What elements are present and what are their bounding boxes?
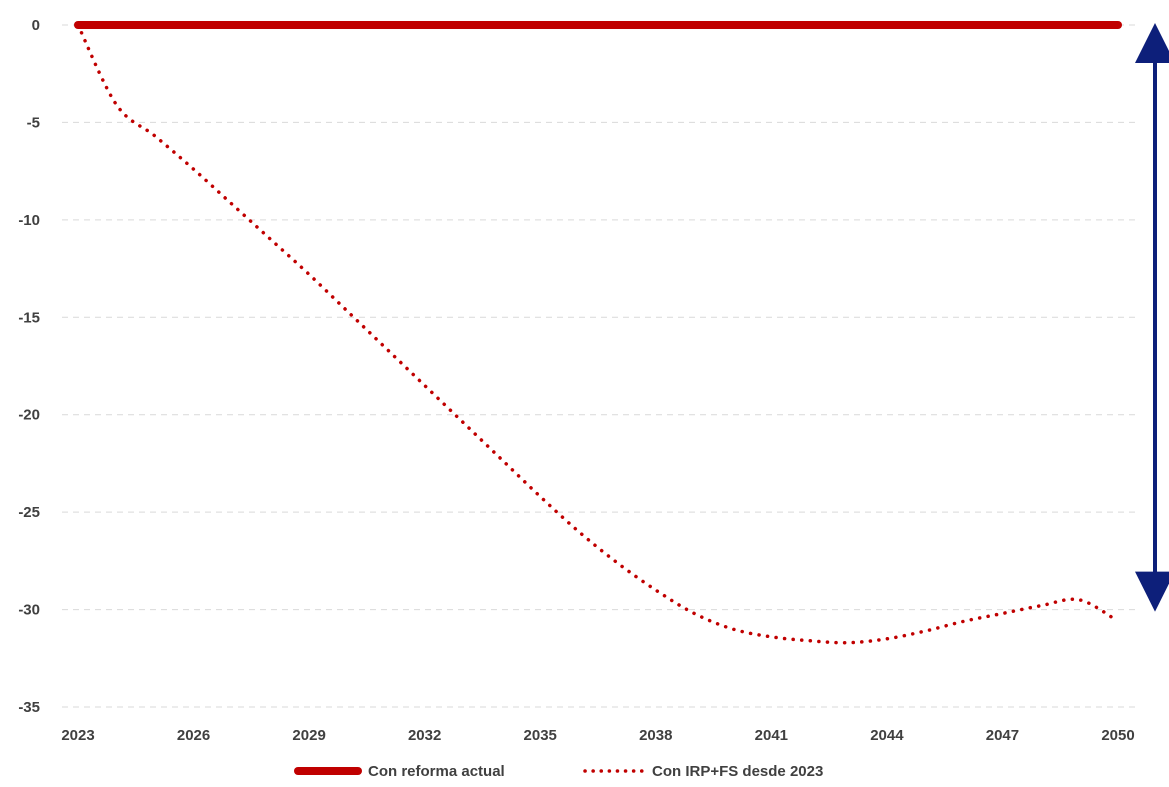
legend: Con reforma actual Con IRP+FS desde 2023 [294, 763, 823, 780]
x-axis-ticks: 2023 2026 2029 2032 2035 2038 2041 2044 2047 2050 [61, 727, 1134, 744]
gridlines [62, 24, 1135, 708]
x-tick-label: 2023 [61, 727, 94, 744]
x-tick-label: 2050 [1101, 727, 1134, 744]
series-group [74, 21, 1122, 645]
x-tick-label: 2026 [177, 727, 210, 744]
y-axis-ticks: 0 -5 -10 -15 -20 -25 -30 -35 [18, 17, 40, 716]
y-tick-label: -10 [18, 212, 40, 229]
series-line-1 [76, 23, 1120, 645]
x-tick-label: 2035 [524, 727, 557, 744]
y-tick-label: -20 [18, 407, 40, 424]
x-tick-label: 2032 [408, 727, 441, 744]
x-tick-label: 2038 [639, 727, 672, 744]
y-tick-label: -25 [18, 504, 40, 521]
x-tick-label: 2044 [870, 727, 904, 744]
legend-label-0: Con reforma actual [368, 763, 505, 780]
y-tick-label: -15 [18, 309, 40, 326]
y-tick-label: -30 [18, 602, 40, 619]
x-tick-label: 2041 [755, 727, 788, 744]
y-tick-label: -35 [18, 699, 40, 716]
y-tick-label: -5 [27, 114, 40, 131]
x-tick-label: 2047 [986, 727, 1019, 744]
x-tick-label: 2029 [292, 727, 325, 744]
y-tick-label: 0 [32, 17, 40, 34]
legend-label-1: Con IRP+FS desde 2023 [652, 763, 823, 780]
